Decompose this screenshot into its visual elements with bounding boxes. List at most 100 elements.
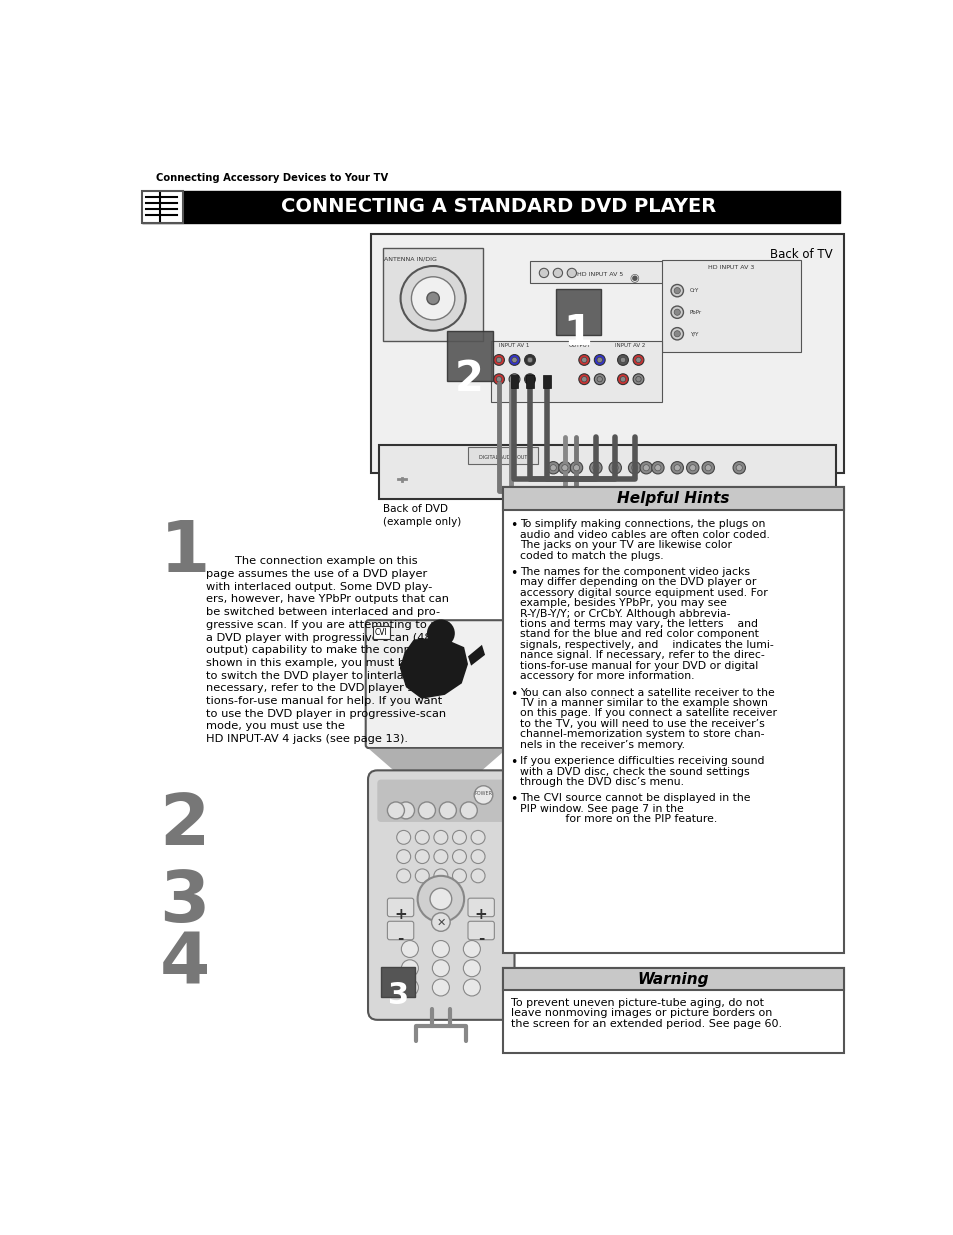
Circle shape: [546, 462, 558, 474]
Circle shape: [463, 941, 480, 957]
FancyBboxPatch shape: [555, 289, 600, 335]
Circle shape: [509, 354, 519, 366]
Circle shape: [639, 462, 652, 474]
Text: PIP window. See page 7 in the: PIP window. See page 7 in the: [519, 804, 683, 814]
Circle shape: [427, 620, 455, 647]
Text: example, besides YPbPr, you may see: example, besides YPbPr, you may see: [519, 598, 726, 609]
Circle shape: [418, 802, 435, 819]
Circle shape: [608, 462, 620, 474]
Circle shape: [401, 960, 418, 977]
Circle shape: [496, 357, 501, 363]
Text: HD INPUT-AV 4 jacks (see page 13).: HD INPUT-AV 4 jacks (see page 13).: [206, 734, 408, 745]
Circle shape: [415, 830, 429, 845]
Text: shown in this example, you must be sure: shown in this example, you must be sure: [206, 658, 440, 668]
Circle shape: [434, 830, 447, 845]
FancyBboxPatch shape: [365, 620, 509, 748]
Circle shape: [387, 802, 404, 819]
Text: to the TV, you will need to use the receiver’s: to the TV, you will need to use the rece…: [519, 719, 764, 729]
Circle shape: [612, 464, 618, 471]
Circle shape: [597, 357, 602, 363]
Text: POWER: POWER: [474, 792, 492, 797]
Text: page assumes the use of a DVD player: page assumes the use of a DVD player: [206, 569, 427, 579]
Circle shape: [496, 377, 501, 382]
Circle shape: [633, 354, 643, 366]
Circle shape: [704, 464, 711, 471]
Circle shape: [578, 354, 589, 366]
Circle shape: [686, 462, 699, 474]
Circle shape: [570, 462, 582, 474]
Bar: [378, 445, 835, 499]
Circle shape: [474, 785, 493, 804]
Circle shape: [463, 960, 480, 977]
FancyBboxPatch shape: [447, 331, 493, 380]
Bar: [502, 487, 843, 510]
Text: coded to match the plugs.: coded to match the plugs.: [519, 551, 663, 561]
Text: Warning: Warning: [637, 972, 708, 987]
Text: with interlaced output. Some DVD play-: with interlaced output. Some DVD play-: [206, 582, 432, 592]
Circle shape: [581, 357, 586, 363]
Text: channel-memorization system to store chan-: channel-memorization system to store cha…: [519, 729, 763, 740]
Text: •: •: [510, 520, 517, 532]
FancyBboxPatch shape: [381, 967, 415, 997]
Bar: [468, 447, 537, 464]
Circle shape: [589, 462, 601, 474]
Text: 2: 2: [159, 792, 210, 860]
Circle shape: [674, 288, 679, 294]
Circle shape: [524, 354, 535, 366]
Circle shape: [670, 327, 682, 340]
FancyBboxPatch shape: [387, 898, 414, 916]
Circle shape: [538, 268, 548, 278]
Circle shape: [674, 464, 679, 471]
FancyBboxPatch shape: [387, 921, 414, 940]
Circle shape: [619, 377, 625, 382]
Bar: [502, 487, 843, 953]
Text: 1: 1: [563, 312, 592, 354]
Text: CONNECTING A STANDARD DVD PLAYER: CONNECTING A STANDARD DVD PLAYER: [281, 198, 716, 216]
Circle shape: [594, 354, 604, 366]
Circle shape: [558, 462, 571, 474]
Polygon shape: [369, 748, 506, 776]
Text: tions and terms may vary, the letters    and: tions and terms may vary, the letters an…: [519, 619, 757, 629]
Text: 3: 3: [387, 982, 409, 1010]
FancyBboxPatch shape: [468, 921, 494, 940]
Circle shape: [397, 802, 415, 819]
Circle shape: [732, 462, 744, 474]
Text: ers, however, have YPbPr outputs that can: ers, however, have YPbPr outputs that ca…: [206, 594, 449, 604]
Circle shape: [567, 268, 576, 278]
Text: ◉: ◉: [629, 273, 639, 283]
Bar: [142, 190, 183, 222]
Bar: [530, 262, 669, 283]
Circle shape: [670, 462, 682, 474]
Circle shape: [581, 377, 586, 382]
Bar: [525, 374, 534, 389]
Circle shape: [432, 979, 449, 995]
Circle shape: [415, 869, 429, 883]
Text: •: •: [510, 756, 517, 769]
Text: through the DVD disc’s menu.: through the DVD disc’s menu.: [519, 777, 683, 787]
Text: OUTPUT: OUTPUT: [568, 343, 590, 348]
Text: audio and video cables are often color coded.: audio and video cables are often color c…: [519, 530, 769, 540]
Text: signals, respectively, and    indicates the lumi-: signals, respectively, and indicates the…: [519, 640, 773, 650]
Circle shape: [689, 464, 695, 471]
Circle shape: [452, 869, 466, 883]
Text: mode, you must use the: mode, you must use the: [206, 721, 345, 731]
Circle shape: [550, 464, 556, 471]
Circle shape: [701, 462, 714, 474]
Circle shape: [617, 374, 628, 384]
Text: 1: 1: [159, 517, 210, 587]
Text: Back of DVD
(example only): Back of DVD (example only): [382, 504, 460, 527]
Text: +: +: [394, 908, 407, 923]
Circle shape: [628, 462, 640, 474]
Circle shape: [592, 464, 598, 471]
FancyBboxPatch shape: [377, 779, 505, 823]
Text: for more on the PIP feature.: for more on the PIP feature.: [519, 814, 717, 824]
Text: may differ depending on the DVD player or: may differ depending on the DVD player o…: [519, 578, 756, 588]
Text: leave nonmoving images or picture borders on: leave nonmoving images or picture border…: [510, 1008, 771, 1019]
Circle shape: [452, 830, 466, 845]
Circle shape: [411, 277, 455, 320]
Bar: [542, 374, 550, 389]
Circle shape: [396, 850, 410, 863]
Circle shape: [674, 309, 679, 315]
Text: PbPr: PbPr: [689, 310, 701, 315]
Circle shape: [432, 960, 449, 977]
